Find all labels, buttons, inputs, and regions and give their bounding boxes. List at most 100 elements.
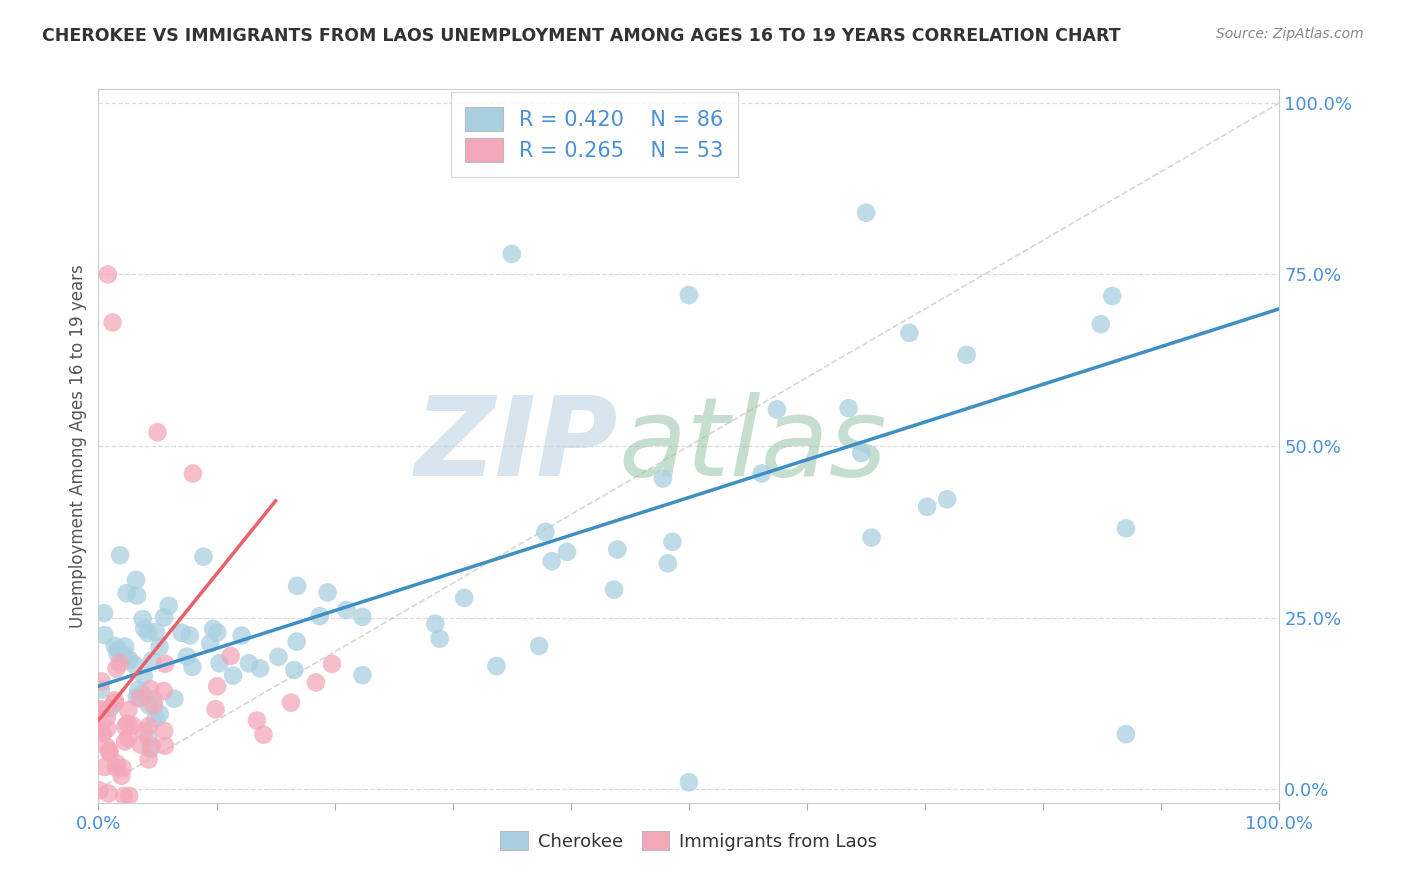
Point [915, 500, 938, 514]
Point [652, 471, 675, 485]
Point [860, 531, 883, 545]
Point [283, 663, 305, 677]
Point [118, 789, 141, 803]
Point [146, 425, 169, 440]
Point [352, 668, 374, 682]
Point [153, 657, 176, 671]
Point [352, 609, 374, 624]
Point [751, 467, 773, 481]
Point [108, 656, 131, 670]
Point [91, 726, 114, 740]
Point [117, 703, 139, 717]
Point [851, 446, 873, 460]
Point [657, 557, 679, 571]
Point [555, 545, 578, 559]
Point [661, 534, 683, 549]
Point [766, 402, 789, 417]
Point [249, 661, 271, 675]
Point [93, 628, 115, 642]
Point [97, 268, 120, 282]
Point [114, 719, 136, 733]
Point [1115, 727, 1137, 741]
Point [425, 616, 447, 631]
Point [118, 653, 141, 667]
Point [90, 674, 112, 689]
Point [128, 691, 150, 706]
Point [163, 692, 186, 706]
Point [280, 696, 302, 710]
Point [252, 728, 274, 742]
Point [98, 744, 121, 758]
Point [149, 640, 172, 654]
Point [96, 739, 118, 754]
Point [114, 640, 136, 654]
Point [112, 648, 135, 662]
Point [98, 745, 121, 759]
Point [117, 716, 139, 731]
Point [97, 786, 120, 800]
Point [145, 712, 167, 726]
Point [138, 719, 160, 733]
Point [678, 288, 700, 302]
Point [534, 524, 557, 539]
Point [105, 647, 128, 661]
Point [202, 622, 225, 636]
Point [103, 696, 125, 710]
Point [678, 775, 700, 789]
Point [205, 679, 228, 693]
Point [316, 585, 339, 599]
Point [129, 738, 152, 752]
Point [121, 718, 143, 732]
Point [138, 698, 160, 713]
Point [179, 628, 201, 642]
Point [98, 701, 121, 715]
Point [125, 589, 148, 603]
Point [125, 690, 148, 705]
Point [142, 698, 165, 713]
Point [176, 649, 198, 664]
Point [267, 649, 290, 664]
Point [143, 692, 166, 706]
Point [138, 752, 160, 766]
Point [955, 348, 977, 362]
Point [132, 724, 155, 739]
Point [141, 653, 163, 667]
Point [114, 734, 136, 748]
Point [105, 662, 128, 676]
Point [898, 326, 921, 340]
Point [127, 682, 149, 697]
Point [501, 247, 523, 261]
Point [429, 632, 451, 646]
Point [139, 682, 162, 697]
Point [108, 548, 131, 562]
Point [285, 579, 308, 593]
Point [1090, 317, 1112, 331]
Legend: Cherokee, Immigrants from Laos: Cherokee, Immigrants from Laos [494, 824, 884, 858]
Point [111, 761, 134, 775]
Point [540, 554, 562, 568]
Point [125, 573, 148, 587]
Point [285, 634, 308, 648]
Point [308, 609, 330, 624]
Point [208, 657, 231, 671]
Point [153, 739, 176, 753]
Point [136, 626, 159, 640]
Point [124, 657, 146, 672]
Point [198, 636, 221, 650]
Point [936, 492, 959, 507]
Point [145, 624, 167, 639]
Point [89, 702, 111, 716]
Point [170, 625, 193, 640]
Point [838, 401, 860, 416]
Point [134, 622, 156, 636]
Point [152, 684, 174, 698]
Point [89, 783, 111, 797]
Text: CHEROKEE VS IMMIGRANTS FROM LAOS UNEMPLOYMENT AMONG AGES 16 TO 19 YEARS CORRELAT: CHEROKEE VS IMMIGRANTS FROM LAOS UNEMPLO… [42, 27, 1121, 45]
Point [855, 205, 877, 219]
Point [205, 625, 228, 640]
Point [136, 731, 159, 745]
Point [153, 610, 176, 624]
Text: ZIP: ZIP [415, 392, 619, 500]
Point [527, 639, 550, 653]
Text: Source: ZipAtlas.com: Source: ZipAtlas.com [1216, 27, 1364, 41]
